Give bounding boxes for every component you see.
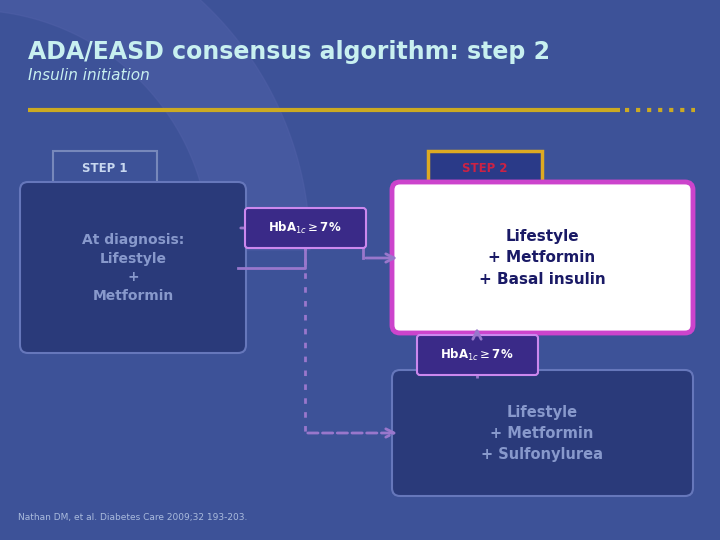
Text: Lifestyle
+ Metformin
+ Sulfonylurea: Lifestyle + Metformin + Sulfonylurea <box>481 404 603 462</box>
Text: HbA$_{1c}$$\geq$7%: HbA$_{1c}$$\geq$7% <box>440 347 514 363</box>
Text: STEP 2: STEP 2 <box>462 163 508 176</box>
Text: Insulin initiation: Insulin initiation <box>28 68 150 83</box>
FancyBboxPatch shape <box>392 370 693 496</box>
FancyBboxPatch shape <box>20 182 246 353</box>
FancyBboxPatch shape <box>428 151 542 187</box>
Polygon shape <box>0 0 310 250</box>
FancyBboxPatch shape <box>53 151 157 187</box>
Text: Lifestyle
+ Metformin
+ Basal insulin: Lifestyle + Metformin + Basal insulin <box>479 230 606 287</box>
FancyBboxPatch shape <box>417 335 538 375</box>
FancyBboxPatch shape <box>245 208 366 248</box>
FancyBboxPatch shape <box>392 182 693 333</box>
Text: STEP 1: STEP 1 <box>82 163 127 176</box>
Text: Nathan DM, et al. Diabetes Care 2009;32 193-203.: Nathan DM, et al. Diabetes Care 2009;32 … <box>18 513 248 522</box>
Text: ADA/EASD consensus algorithm: step 2: ADA/EASD consensus algorithm: step 2 <box>28 40 550 64</box>
Text: HbA$_{1c}$$\geq$7%: HbA$_{1c}$$\geq$7% <box>269 220 342 236</box>
Text: At diagnosis:
Lifestyle
+
Metformin: At diagnosis: Lifestyle + Metformin <box>82 233 184 302</box>
